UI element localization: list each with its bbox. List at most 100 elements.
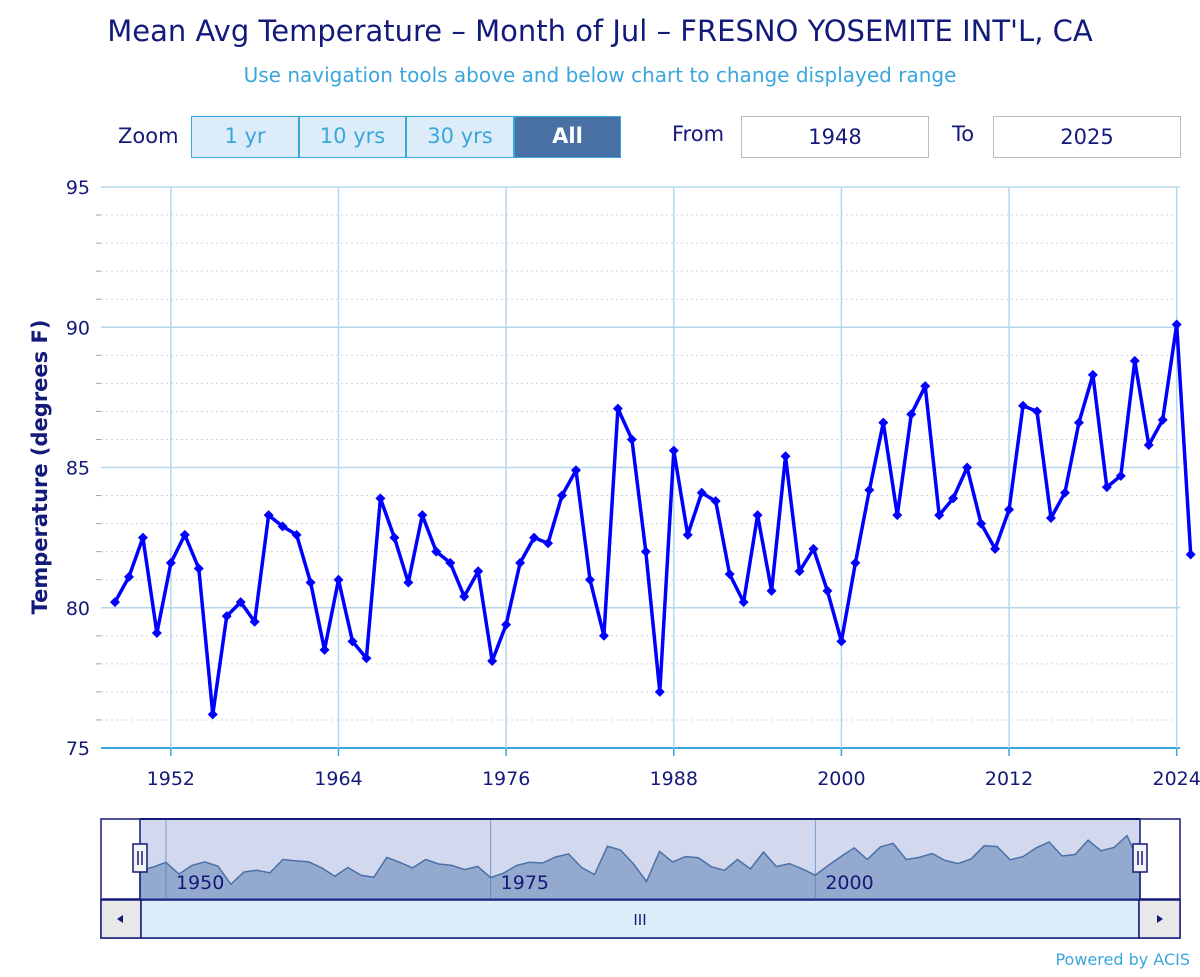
data-point[interactable] <box>934 510 945 521</box>
data-point[interactable] <box>109 597 120 608</box>
powered-by-credit[interactable]: Powered by ACIS <box>1055 950 1190 969</box>
data-point[interactable] <box>892 510 903 521</box>
data-point[interactable] <box>1185 549 1196 560</box>
data-point[interactable] <box>417 510 428 521</box>
data-point[interactable] <box>864 484 875 495</box>
x-tick-label: 2012 <box>985 768 1033 790</box>
data-point[interactable] <box>794 566 805 577</box>
data-point[interactable] <box>990 543 1001 554</box>
data-point[interactable] <box>822 585 833 596</box>
scrollbar-right-button[interactable] <box>1138 899 1181 939</box>
data-point[interactable] <box>738 597 749 608</box>
data-point[interactable] <box>1031 406 1042 417</box>
data-point[interactable] <box>976 518 987 529</box>
data-point[interactable] <box>1073 417 1084 428</box>
zoom-1yr-button[interactable]: 1 yr <box>191 116 299 158</box>
data-point[interactable] <box>1143 440 1154 451</box>
data-point[interactable] <box>473 566 484 577</box>
data-point[interactable] <box>515 557 526 568</box>
data-point[interactable] <box>431 546 442 557</box>
data-point[interactable] <box>710 496 721 507</box>
data-point[interactable] <box>557 490 568 501</box>
zoom-all-button[interactable]: All <box>514 116 621 158</box>
data-point[interactable] <box>207 709 218 720</box>
data-point[interactable] <box>123 571 134 582</box>
navigator-area <box>139 834 1141 900</box>
data-point[interactable] <box>459 591 470 602</box>
data-point[interactable] <box>375 493 386 504</box>
data-point[interactable] <box>319 644 330 655</box>
data-point[interactable] <box>850 557 861 568</box>
data-point[interactable] <box>920 381 931 392</box>
data-point[interactable] <box>501 619 512 630</box>
data-point[interactable] <box>1004 504 1015 515</box>
data-point[interactable] <box>570 465 581 476</box>
data-point[interactable] <box>906 409 917 420</box>
data-point[interactable] <box>878 417 889 428</box>
data-point[interactable] <box>1171 319 1182 330</box>
data-point[interactable] <box>487 656 498 667</box>
navigator-right-handle[interactable] <box>1132 843 1148 873</box>
data-point[interactable] <box>1059 487 1070 498</box>
data-point[interactable] <box>668 445 679 456</box>
data-point[interactable] <box>1018 400 1029 411</box>
data-point[interactable] <box>235 597 246 608</box>
data-point[interactable] <box>221 611 232 622</box>
navigator-year-label: 2000 <box>825 872 873 894</box>
data-point[interactable] <box>263 510 274 521</box>
data-point[interactable] <box>529 532 540 543</box>
data-point[interactable] <box>347 636 358 647</box>
data-point[interactable] <box>543 538 554 549</box>
to-input[interactable]: 2025 <box>993 116 1181 158</box>
data-point[interactable] <box>752 510 763 521</box>
scrollbar[interactable]: III <box>100 899 1181 939</box>
data-point[interactable] <box>305 577 316 588</box>
data-point[interactable] <box>766 585 777 596</box>
data-point[interactable] <box>1101 482 1112 493</box>
navigator-left-handle[interactable] <box>132 843 148 873</box>
data-point[interactable] <box>291 529 302 540</box>
data-point[interactable] <box>193 563 204 574</box>
data-point[interactable] <box>780 451 791 462</box>
zoom-30yrs-button[interactable]: 30 yrs <box>406 116 514 158</box>
data-point[interactable] <box>151 627 162 638</box>
data-point[interactable] <box>389 532 400 543</box>
data-point[interactable] <box>808 543 819 554</box>
navigator-selection[interactable] <box>140 819 1140 899</box>
data-point[interactable] <box>333 574 344 585</box>
chart-title: Mean Avg Temperature – Month of Jul – FR… <box>107 14 1093 48</box>
data-point[interactable] <box>361 653 372 664</box>
data-point[interactable] <box>1129 355 1140 366</box>
scrollbar-grip: III <box>633 911 646 929</box>
data-point[interactable] <box>626 434 637 445</box>
data-point[interactable] <box>640 546 651 557</box>
data-point[interactable] <box>1087 369 1098 380</box>
data-point[interactable] <box>179 529 190 540</box>
data-point[interactable] <box>598 630 609 641</box>
data-point[interactable] <box>654 686 665 697</box>
data-point[interactable] <box>948 493 959 504</box>
data-point[interactable] <box>1045 512 1056 523</box>
data-point[interactable] <box>445 557 456 568</box>
data-point[interactable] <box>1157 414 1168 425</box>
zoom-10yrs-button[interactable]: 10 yrs <box>299 116 406 158</box>
x-tick-label: 2000 <box>817 768 865 790</box>
data-point[interactable] <box>165 557 176 568</box>
data-point[interactable] <box>836 636 847 647</box>
data-point[interactable] <box>724 569 735 580</box>
data-point[interactable] <box>249 616 260 627</box>
data-point[interactable] <box>277 521 288 532</box>
data-point[interactable] <box>682 529 693 540</box>
scroll-right-arrow-icon <box>1157 915 1163 923</box>
data-point[interactable] <box>403 577 414 588</box>
data-point[interactable] <box>137 532 148 543</box>
data-point[interactable] <box>696 487 707 498</box>
data-point[interactable] <box>584 574 595 585</box>
scrollbar-thumb[interactable] <box>140 899 1140 939</box>
data-point[interactable] <box>962 462 973 473</box>
data-point[interactable] <box>612 403 623 414</box>
data-point[interactable] <box>1115 470 1126 481</box>
from-input[interactable]: 1948 <box>741 116 929 158</box>
navigator[interactable]: 1950 1975 2000 <box>100 818 1181 900</box>
